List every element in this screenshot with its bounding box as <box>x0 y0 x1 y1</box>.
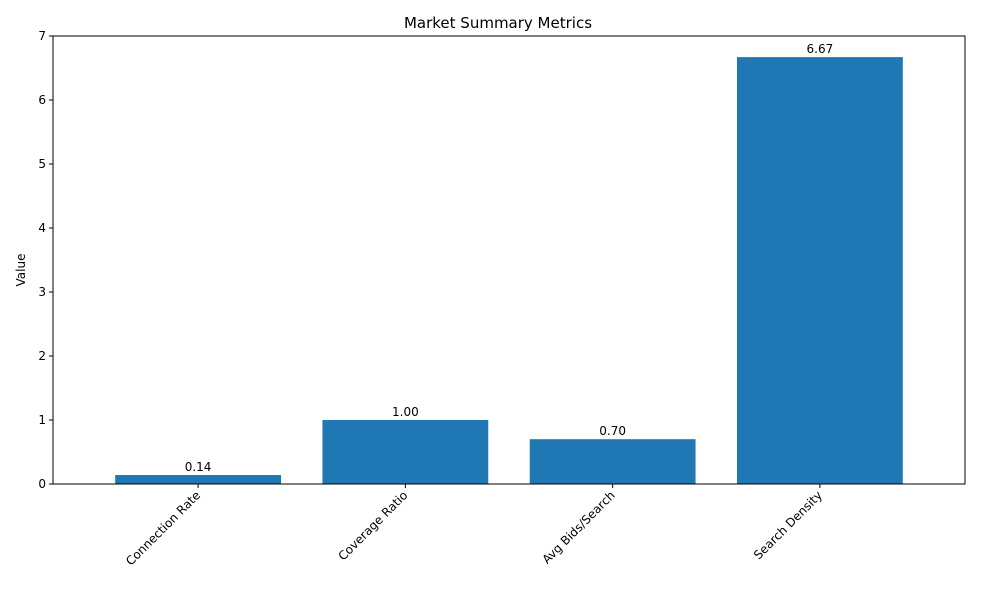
bar-connection-rate <box>115 475 281 484</box>
y-tick-label: 1 <box>38 413 46 427</box>
x-tick-label: Coverage Ratio <box>335 488 410 563</box>
y-tick-label: 6 <box>38 93 46 107</box>
y-tick-label: 7 <box>38 29 46 43</box>
y-tick-label: 5 <box>38 157 46 171</box>
y-axis-label: Value <box>14 254 28 287</box>
axes-frame <box>52 35 966 485</box>
y-tick-label: 3 <box>38 285 46 299</box>
y-tick-label: 0 <box>38 477 46 491</box>
bar-search-density <box>737 57 903 485</box>
plot-area: 0.14 1.00 0.70 6.67 0 1 2 3 4 5 6 7 Connection Rate C… <box>38 29 966 568</box>
bar-value-label: 0.14 <box>185 460 212 474</box>
bar-value-label: 0.70 <box>599 424 626 438</box>
chart-title: Market Summary Metrics <box>404 14 592 32</box>
bar-value-label: 1.00 <box>392 405 419 419</box>
y-tick-label: 4 <box>38 221 46 235</box>
x-tick-label: Avg Bids/Search <box>539 488 617 566</box>
bar-avg-bids-search <box>529 439 696 484</box>
x-tick-label: Connection Rate <box>123 488 203 568</box>
x-tick-label: Search Density <box>751 488 825 562</box>
bar-value-label: 6.67 <box>807 42 834 56</box>
y-tick-label: 2 <box>38 349 46 363</box>
bar-coverage-ratio <box>322 420 489 484</box>
